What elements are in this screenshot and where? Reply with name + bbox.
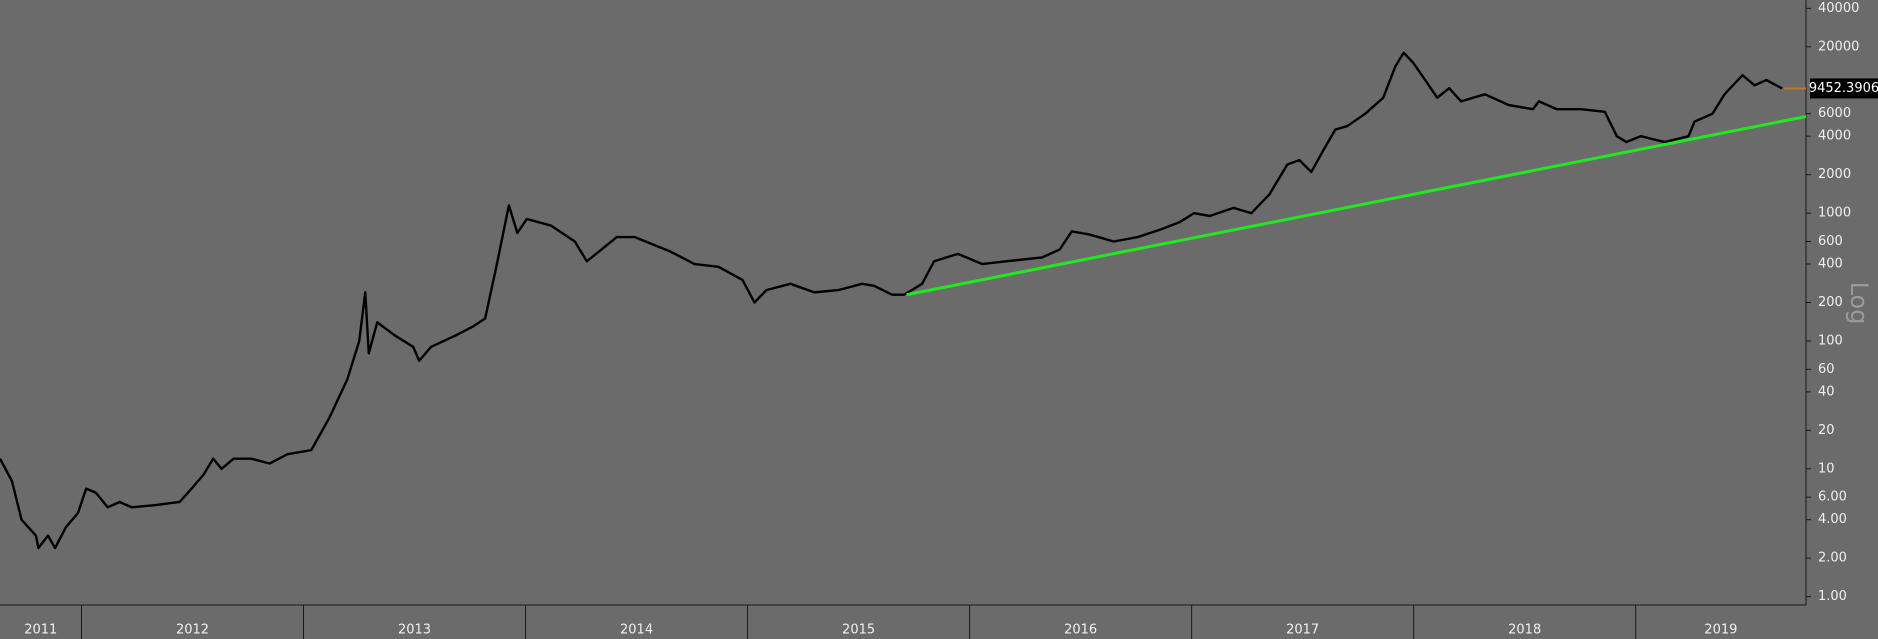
x-tick-label: 2019: [1704, 623, 1737, 638]
y-tick-label: 600: [1818, 234, 1843, 249]
x-tick-label: 2013: [398, 623, 431, 638]
y-tick-label: 40000: [1818, 1, 1859, 16]
y-tick-label: 2000: [1818, 167, 1851, 182]
y-tick-label: 4000: [1818, 129, 1851, 144]
price-line: [906, 115, 1807, 297]
x-tick-label: 2011: [24, 623, 57, 638]
y-tick-label: 10: [1818, 461, 1835, 476]
x-tick-label: 2016: [1064, 623, 1097, 638]
x-tick-label: 2015: [842, 623, 875, 638]
last-price-label: 9452.3906: [1809, 81, 1878, 96]
y-tick-label: 60: [1818, 362, 1835, 377]
x-tick-label: 2017: [1286, 623, 1319, 638]
scale-label: Log: [1845, 282, 1873, 325]
y-tick-label: 4.00: [1818, 512, 1847, 527]
y-tick-label: 100: [1818, 333, 1843, 348]
y-tick-label: 20000: [1818, 39, 1859, 54]
y-tick-label: 400: [1818, 257, 1843, 272]
y-tick-label: 6000: [1818, 106, 1851, 121]
y-tick-label: 200: [1818, 295, 1843, 310]
price-line: [0, 51, 1783, 550]
x-tick-label: 2014: [620, 623, 653, 638]
y-tick-label: 1.00: [1818, 589, 1847, 604]
y-tick-label: 20: [1818, 423, 1835, 438]
x-tick-label: 2018: [1508, 623, 1541, 638]
y-tick-label: 40: [1818, 384, 1835, 399]
y-tick-label: 2.00: [1818, 551, 1847, 566]
y-tick-label: 6.00: [1818, 490, 1847, 505]
x-tick-label: 2012: [176, 623, 209, 638]
y-tick-label: 1000: [1818, 206, 1851, 221]
last-price-tag: [1810, 78, 1878, 99]
